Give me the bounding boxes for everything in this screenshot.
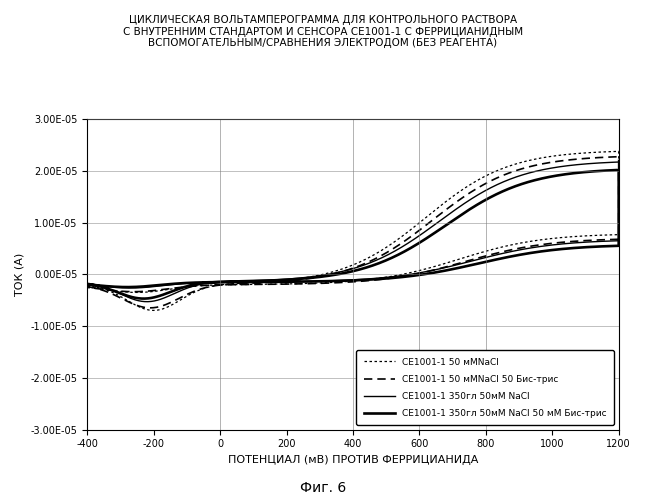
CE1001-1 350гл 50мМ NaCl: [615, 159, 623, 165]
CE1001-1 350гл 50мМ NaCl: [193, 282, 201, 288]
CE1001-1 50 мМNaCl: [83, 284, 91, 290]
CE1001-1 50 мМNaCl 50 Бис-трис: [415, 270, 422, 276]
CE1001-1 50 мМNaCl 50 Бис-трис: [553, 158, 561, 164]
CE1001-1 350гл 50мМ NaCl 50 мМ Бис-трис: [553, 172, 561, 178]
CE1001-1 350гл 50мМ NaCl 50 мМ Бис-трис: [140, 296, 147, 302]
CE1001-1 350гл 50мМ NaCl: [83, 280, 91, 286]
X-axis label: ПОТЕНЦИАЛ (мВ) ПРОТИВ ФЕРРИЦИАНИДА: ПОТЕНЦИАЛ (мВ) ПРОТИВ ФЕРРИЦИАНИДА: [228, 455, 478, 465]
CE1001-1 350гл 50мМ NaCl 50 мМ Бис-трис: [415, 272, 422, 278]
CE1001-1 350гл 50мМ NaCl 50 мМ Бис-трис: [83, 281, 91, 287]
CE1001-1 350гл 50мМ NaCl 50 мМ Бис-трис: [193, 281, 201, 287]
CE1001-1 350гл 50мМ NaCl 50 мМ Бис-трис: [615, 167, 623, 173]
CE1001-1 50 мМNaCl: [193, 288, 201, 294]
CE1001-1 50 мМNaCl: [615, 148, 623, 154]
CE1001-1 50 мМNaCl: [315, 280, 323, 286]
CE1001-1 50 мМNaCl 50 Бис-трис: [193, 287, 201, 293]
CE1001-1 50 мМNaCl: [83, 283, 91, 289]
CE1001-1 350гл 50мМ NaCl: [315, 278, 323, 284]
Line: CE1001-1 350гл 50мМ NaCl 50 мМ Бис-трис: CE1001-1 350гл 50мМ NaCl 50 мМ Бис-трис: [87, 170, 619, 298]
CE1001-1 50 мМNaCl 50 Бис-трис: [83, 284, 91, 290]
Legend: CE1001-1 50 мМNaCl, CE1001-1 50 мМNaCl 50 Бис-трис, CE1001-1 350гл 50мМ NaCl, CE: CE1001-1 50 мМNaCl, CE1001-1 50 мМNaCl 5…: [357, 350, 614, 425]
Line: CE1001-1 350гл 50мМ NaCl: CE1001-1 350гл 50мМ NaCl: [87, 162, 619, 302]
CE1001-1 350гл 50мМ NaCl: [297, 278, 304, 284]
CE1001-1 50 мМNaCl: [415, 268, 422, 274]
CE1001-1 350гл 50мМ NaCl 50 мМ Бис-трис: [297, 278, 304, 284]
CE1001-1 350гл 50мМ NaCl: [415, 270, 422, 276]
CE1001-1 50 мМNaCl 50 Бис-трис: [315, 280, 323, 286]
Text: ЦИКЛИЧЕСКАЯ ВОЛЬТАМПЕРОГРАММА ДЛЯ КОНТРОЛЬНОГО РАСТВОРА
С ВНУТРЕННИМ СТАНДАРТОМ : ЦИКЛИЧЕСКАЯ ВОЛЬТАМПЕРОГРАММА ДЛЯ КОНТРО…: [123, 15, 523, 48]
CE1001-1 350гл 50мМ NaCl 50 мМ Бис-трис: [315, 278, 323, 284]
CE1001-1 50 мМNaCl: [297, 280, 304, 286]
CE1001-1 50 мМNaCl 50 Бис-трис: [83, 284, 91, 290]
CE1001-1 50 мМNaCl: [149, 308, 157, 314]
CE1001-1 50 мМNaCl: [553, 152, 561, 158]
Line: CE1001-1 50 мМNaCl: CE1001-1 50 мМNaCl: [87, 152, 619, 310]
CE1001-1 350гл 50мМ NaCl 50 мМ Бис-трис: [83, 282, 91, 288]
CE1001-1 350гл 50мМ NaCl: [83, 282, 91, 288]
CE1001-1 350гл 50мМ NaCl: [515, 173, 523, 179]
Line: CE1001-1 50 мМNaCl 50 Бис-трис: CE1001-1 50 мМNaCl 50 Бис-трис: [87, 156, 619, 308]
CE1001-1 350гл 50мМ NaCl: [143, 298, 151, 304]
CE1001-1 50 мМNaCl: [515, 160, 523, 166]
Y-axis label: ТОК (А): ТОК (А): [15, 252, 25, 296]
Text: Фиг. 6: Фиг. 6: [300, 481, 346, 495]
CE1001-1 350гл 50мМ NaCl 50 мМ Бис-трис: [515, 182, 523, 188]
CE1001-1 50 мМNaCl 50 Бис-трис: [515, 167, 523, 173]
CE1001-1 50 мМNaCl 50 Бис-трис: [297, 281, 304, 287]
CE1001-1 350гл 50мМ NaCl: [553, 164, 561, 170]
CE1001-1 50 мМNaCl 50 Бис-трис: [146, 305, 154, 311]
CE1001-1 50 мМNaCl 50 Бис-трис: [615, 154, 623, 160]
